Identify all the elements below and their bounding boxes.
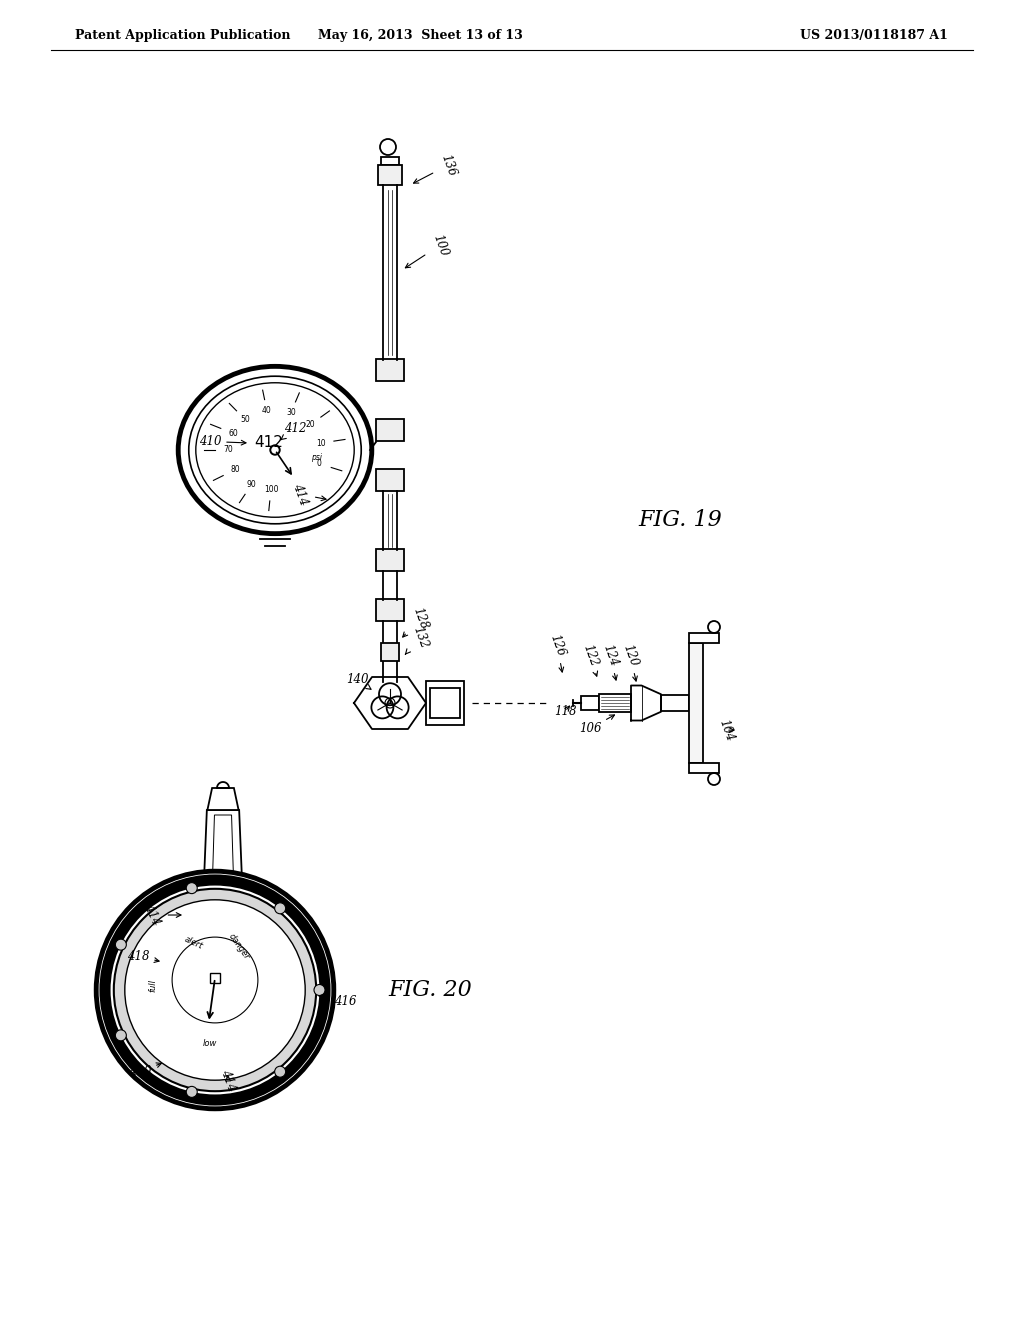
Text: 414: 414 [290,482,326,507]
Polygon shape [381,643,399,661]
Text: 106: 106 [579,715,614,735]
Text: 414: 414 [141,902,181,928]
Text: 70: 70 [224,446,233,454]
Text: alert: alert [183,935,204,950]
Text: full: full [148,978,158,991]
Polygon shape [430,688,460,718]
Text: 414: 414 [218,1068,238,1093]
Text: FIG. 20: FIG. 20 [388,979,472,1001]
Polygon shape [376,469,404,491]
Circle shape [270,445,280,455]
Polygon shape [376,549,404,572]
Polygon shape [599,694,631,711]
Text: 120: 120 [621,643,640,681]
Ellipse shape [178,367,372,533]
Text: 410: 410 [199,436,246,447]
Text: 10: 10 [315,438,326,447]
Polygon shape [208,788,239,810]
Ellipse shape [196,383,354,517]
Polygon shape [376,418,404,441]
Text: 50: 50 [241,414,250,424]
Text: FIG. 19: FIG. 19 [638,510,722,531]
Polygon shape [210,973,220,983]
Text: 80: 80 [230,466,240,474]
Text: low: low [203,1039,217,1048]
Text: US 2013/0118187 A1: US 2013/0118187 A1 [800,29,948,41]
Text: 412: 412 [255,434,284,450]
Circle shape [114,888,316,1092]
Text: 40: 40 [262,407,271,416]
Text: 132: 132 [406,624,430,655]
Polygon shape [213,814,233,876]
Polygon shape [426,681,464,725]
Text: 140: 140 [346,673,371,689]
Polygon shape [376,599,404,620]
Text: 128: 128 [402,606,430,638]
Text: 60: 60 [228,429,238,438]
Text: 418: 418 [127,950,159,964]
Polygon shape [376,359,404,381]
Text: 416: 416 [318,994,356,1008]
Text: danger: danger [226,932,251,962]
Polygon shape [204,810,242,880]
Text: 412: 412 [281,422,306,440]
Circle shape [116,1030,126,1041]
Circle shape [314,985,325,995]
Polygon shape [581,696,599,710]
Text: 124: 124 [600,643,620,680]
Circle shape [274,903,286,913]
Text: May 16, 2013  Sheet 13 of 13: May 16, 2013 Sheet 13 of 13 [317,29,522,41]
Text: 136: 136 [414,152,458,183]
Polygon shape [689,763,719,774]
Circle shape [272,447,278,453]
Text: 100: 100 [406,232,450,268]
Text: 90: 90 [247,480,257,488]
Text: 30: 30 [286,408,296,417]
Circle shape [274,1067,286,1077]
Text: Patent Application Publication: Patent Application Publication [75,29,291,41]
Circle shape [125,900,305,1080]
Polygon shape [689,643,703,763]
Circle shape [186,1086,198,1097]
Polygon shape [381,157,399,165]
Polygon shape [662,696,689,711]
Polygon shape [378,165,402,185]
Text: 100: 100 [264,484,279,494]
Text: 118: 118 [554,705,577,718]
Circle shape [96,871,334,1109]
Circle shape [116,939,126,950]
Text: 126: 126 [547,632,567,672]
Text: 104: 104 [716,717,736,743]
Text: 410: 410 [129,1063,161,1078]
Polygon shape [689,634,719,643]
Text: 20: 20 [306,420,315,429]
Text: 0: 0 [316,459,321,469]
Text: psi: psi [310,453,322,462]
Text: 122: 122 [580,643,600,676]
Circle shape [186,883,198,894]
